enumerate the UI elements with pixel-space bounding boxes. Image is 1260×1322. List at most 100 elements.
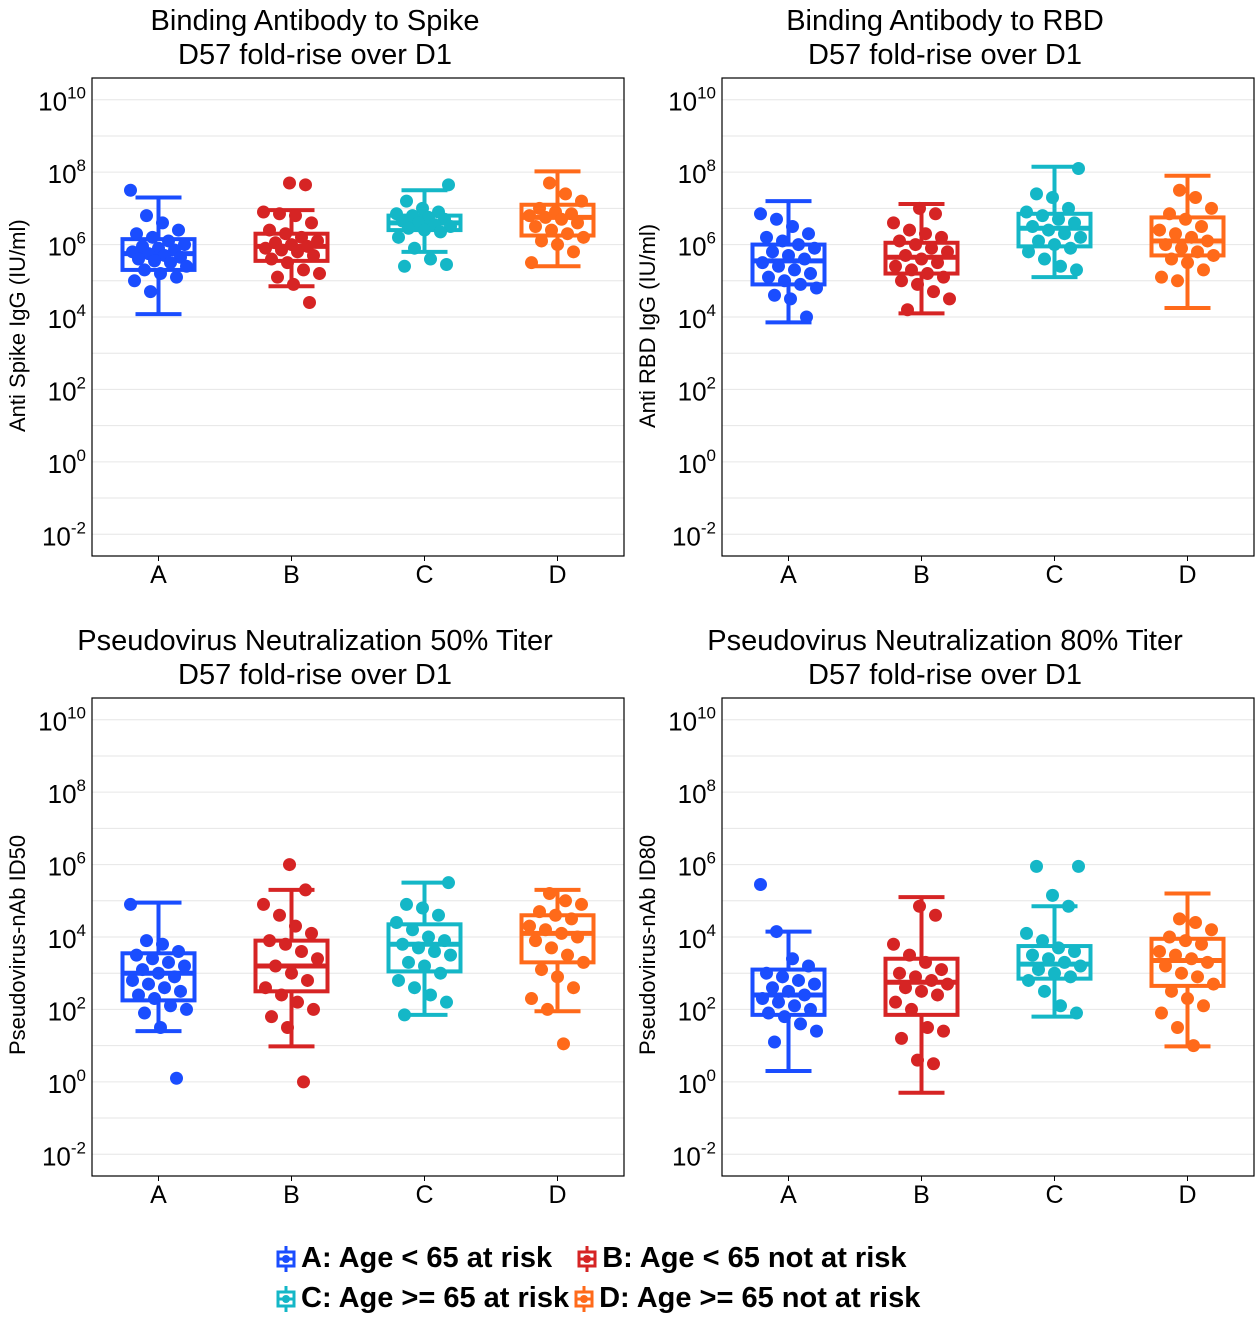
data-point bbox=[778, 274, 791, 288]
data-point bbox=[571, 930, 584, 944]
y-tick-label: 104 bbox=[48, 301, 86, 334]
data-point bbox=[281, 256, 294, 270]
data-point bbox=[1169, 227, 1182, 241]
data-point bbox=[1191, 245, 1204, 259]
data-point bbox=[124, 897, 137, 911]
data-point bbox=[770, 925, 783, 939]
data-point bbox=[911, 1053, 924, 1067]
data-point bbox=[1052, 941, 1065, 955]
data-point bbox=[887, 937, 900, 951]
data-point bbox=[792, 973, 805, 987]
data-point bbox=[804, 267, 817, 281]
data-point bbox=[156, 937, 169, 951]
data-point bbox=[138, 263, 151, 277]
data-point bbox=[1173, 183, 1186, 197]
x-tick-label: C bbox=[415, 1181, 433, 1209]
legend-label-c: C: Age >= 65 at risk bbox=[301, 1282, 570, 1314]
data-point bbox=[798, 252, 811, 266]
y-tick-label: 106 bbox=[48, 849, 86, 882]
data-point bbox=[925, 241, 938, 255]
box-c bbox=[386, 876, 463, 1022]
data-point bbox=[543, 176, 556, 190]
y-tick-label: 10-2 bbox=[672, 518, 716, 551]
data-point bbox=[299, 178, 312, 192]
legend-glyph bbox=[276, 1285, 296, 1312]
data-point bbox=[434, 225, 447, 239]
data-point bbox=[911, 277, 924, 291]
data-point bbox=[895, 274, 908, 288]
data-point bbox=[156, 216, 169, 230]
y-tick-label: 108 bbox=[678, 776, 716, 809]
data-point bbox=[772, 259, 785, 273]
y-tick-label: 102 bbox=[48, 993, 86, 1026]
x-tick-label: C bbox=[1045, 561, 1063, 589]
data-point bbox=[136, 963, 149, 977]
data-point bbox=[1072, 859, 1085, 873]
box-b bbox=[883, 895, 960, 1095]
y-tick-label: 104 bbox=[48, 921, 86, 954]
legend-key-b bbox=[576, 1244, 598, 1274]
data-point bbox=[285, 966, 298, 980]
data-point bbox=[543, 887, 556, 901]
legend-dot bbox=[282, 1254, 290, 1263]
data-point bbox=[1036, 209, 1049, 223]
data-point bbox=[1153, 944, 1166, 958]
data-point bbox=[424, 252, 437, 266]
data-point bbox=[1054, 999, 1067, 1013]
x-tick-label: D bbox=[548, 561, 566, 589]
data-point bbox=[128, 274, 141, 288]
data-point bbox=[889, 995, 902, 1009]
data-point bbox=[559, 894, 572, 908]
y-tick-label: 108 bbox=[678, 156, 716, 189]
plot-area: 10-2 100 102 104 106 108 1010 A B C D bbox=[38, 77, 625, 589]
plot-frame bbox=[91, 697, 625, 1177]
data-point bbox=[392, 973, 405, 987]
box-d bbox=[519, 887, 596, 1051]
data-point bbox=[1163, 930, 1176, 944]
data-point bbox=[418, 223, 431, 237]
y-tick-label: 1010 bbox=[668, 704, 716, 737]
data-point bbox=[913, 899, 926, 913]
y-tick-label: 108 bbox=[48, 776, 86, 809]
data-point bbox=[124, 183, 137, 197]
data-point bbox=[402, 221, 415, 235]
data-point bbox=[434, 966, 447, 980]
data-point bbox=[523, 209, 536, 223]
data-point bbox=[263, 934, 276, 948]
data-point bbox=[313, 267, 326, 281]
data-point bbox=[170, 1071, 183, 1085]
data-point bbox=[565, 912, 578, 926]
box-c bbox=[1016, 162, 1093, 280]
data-point bbox=[287, 277, 300, 291]
data-point bbox=[551, 238, 564, 252]
data-point bbox=[1197, 999, 1210, 1013]
data-point bbox=[1068, 216, 1081, 230]
data-point bbox=[1179, 934, 1192, 948]
box-d bbox=[1149, 173, 1226, 310]
plot-area: 10-2 100 102 104 106 108 1010 A B C D bbox=[668, 697, 1255, 1209]
data-point bbox=[925, 973, 938, 987]
data-point bbox=[408, 981, 421, 995]
data-point bbox=[913, 201, 926, 215]
data-point bbox=[140, 934, 153, 948]
data-point bbox=[1165, 252, 1178, 266]
data-point bbox=[941, 245, 954, 259]
data-point bbox=[1159, 238, 1172, 252]
legend-label-b: B: Age < 65 not at risk bbox=[602, 1242, 907, 1274]
data-point bbox=[178, 238, 191, 252]
data-point bbox=[442, 876, 455, 890]
data-point bbox=[265, 1010, 278, 1024]
data-point bbox=[424, 988, 437, 1002]
data-point bbox=[396, 937, 409, 951]
data-point bbox=[140, 209, 153, 223]
data-point bbox=[927, 1057, 940, 1071]
data-point bbox=[567, 981, 580, 995]
data-point bbox=[158, 981, 171, 995]
data-point bbox=[1062, 899, 1075, 913]
data-point bbox=[808, 241, 821, 255]
data-point bbox=[529, 934, 542, 948]
x-tick-label: A bbox=[150, 1181, 167, 1209]
data-point bbox=[390, 916, 403, 930]
y-tick-label: 100 bbox=[48, 446, 86, 479]
data-point bbox=[442, 178, 455, 192]
